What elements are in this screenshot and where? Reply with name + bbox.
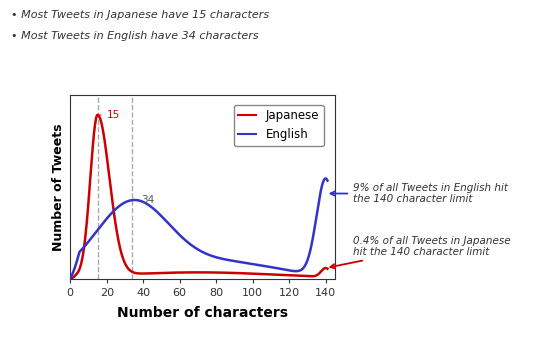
X-axis label: Number of characters: Number of characters [117,306,288,320]
Text: 9% of all Tweets in English hit
the 140 character limit: 9% of all Tweets in English hit the 140 … [330,183,508,204]
Legend: Japanese, English: Japanese, English [233,105,323,146]
Text: • Most Tweets in Japanese have 15 characters: • Most Tweets in Japanese have 15 charac… [11,10,269,20]
Text: • Most Tweets in English have 34 characters: • Most Tweets in English have 34 charact… [11,31,259,40]
Text: 34: 34 [135,195,154,205]
Text: 15: 15 [100,110,120,120]
Y-axis label: Number of Tweets: Number of Tweets [52,123,65,251]
Text: 0.4% of all Tweets in Japanese
hit the 140 character limit: 0.4% of all Tweets in Japanese hit the 1… [330,236,511,268]
